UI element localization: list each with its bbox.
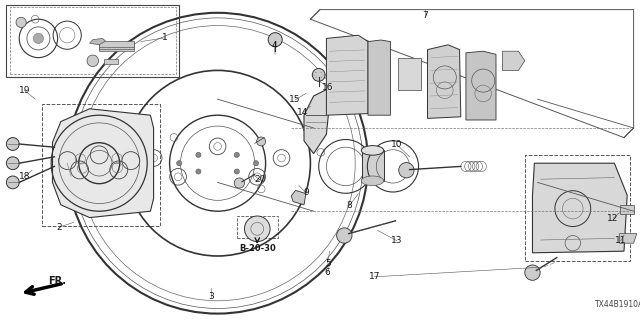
Text: 2: 2 bbox=[56, 223, 61, 232]
Polygon shape bbox=[620, 234, 637, 243]
Ellipse shape bbox=[361, 176, 383, 186]
Bar bbox=[6, 5, 179, 77]
Circle shape bbox=[257, 137, 266, 146]
Bar bbox=[237, 216, 278, 238]
Text: 12: 12 bbox=[607, 214, 619, 223]
Text: 4: 4 bbox=[271, 41, 276, 50]
Text: 19: 19 bbox=[19, 86, 30, 95]
Text: 1: 1 bbox=[163, 33, 168, 42]
Circle shape bbox=[87, 55, 99, 67]
Text: B-20-30: B-20-30 bbox=[239, 244, 276, 253]
Bar bbox=[104, 59, 118, 64]
Text: 20: 20 bbox=[254, 175, 266, 184]
Polygon shape bbox=[620, 205, 634, 214]
Bar bbox=[10, 7, 176, 74]
Text: 9: 9 bbox=[303, 188, 308, 197]
Text: 14: 14 bbox=[297, 108, 308, 117]
Bar bbox=[42, 104, 160, 226]
Bar bbox=[525, 155, 630, 261]
Text: FR.: FR. bbox=[49, 276, 67, 286]
Polygon shape bbox=[466, 51, 496, 120]
Text: 16: 16 bbox=[322, 83, 333, 92]
Circle shape bbox=[6, 138, 19, 150]
Polygon shape bbox=[502, 51, 525, 70]
Text: 17: 17 bbox=[369, 272, 380, 281]
Polygon shape bbox=[99, 43, 134, 49]
Circle shape bbox=[6, 157, 19, 170]
Circle shape bbox=[399, 163, 414, 178]
Circle shape bbox=[177, 161, 182, 166]
Polygon shape bbox=[304, 90, 330, 154]
Polygon shape bbox=[362, 150, 384, 181]
Circle shape bbox=[268, 33, 282, 47]
Polygon shape bbox=[291, 190, 306, 205]
Circle shape bbox=[33, 33, 44, 44]
Polygon shape bbox=[90, 38, 106, 45]
Circle shape bbox=[196, 169, 201, 174]
Circle shape bbox=[244, 216, 270, 242]
Text: 11: 11 bbox=[615, 236, 627, 245]
Text: 3: 3 bbox=[209, 292, 214, 301]
Circle shape bbox=[234, 169, 239, 174]
Text: TX44B1910A: TX44B1910A bbox=[595, 300, 640, 309]
Circle shape bbox=[337, 228, 352, 243]
Circle shape bbox=[312, 68, 325, 81]
Polygon shape bbox=[428, 45, 461, 118]
Text: 10: 10 bbox=[391, 140, 403, 149]
Text: 6: 6 bbox=[325, 268, 330, 277]
Circle shape bbox=[196, 152, 201, 157]
Polygon shape bbox=[52, 109, 154, 218]
Text: 13: 13 bbox=[391, 236, 403, 245]
Circle shape bbox=[16, 17, 26, 28]
Circle shape bbox=[253, 161, 259, 166]
Ellipse shape bbox=[361, 146, 383, 155]
Polygon shape bbox=[99, 41, 134, 47]
Text: 5: 5 bbox=[325, 259, 330, 268]
Circle shape bbox=[6, 176, 19, 189]
Polygon shape bbox=[532, 163, 627, 253]
Text: 7: 7 bbox=[422, 11, 428, 20]
Circle shape bbox=[525, 265, 540, 280]
Polygon shape bbox=[368, 40, 390, 115]
Polygon shape bbox=[326, 35, 368, 115]
Polygon shape bbox=[398, 58, 421, 90]
Circle shape bbox=[234, 152, 239, 157]
Text: 8: 8 bbox=[347, 201, 352, 210]
Text: 15: 15 bbox=[289, 95, 301, 104]
Circle shape bbox=[234, 178, 244, 188]
Polygon shape bbox=[99, 45, 134, 51]
Text: 18: 18 bbox=[19, 172, 30, 181]
